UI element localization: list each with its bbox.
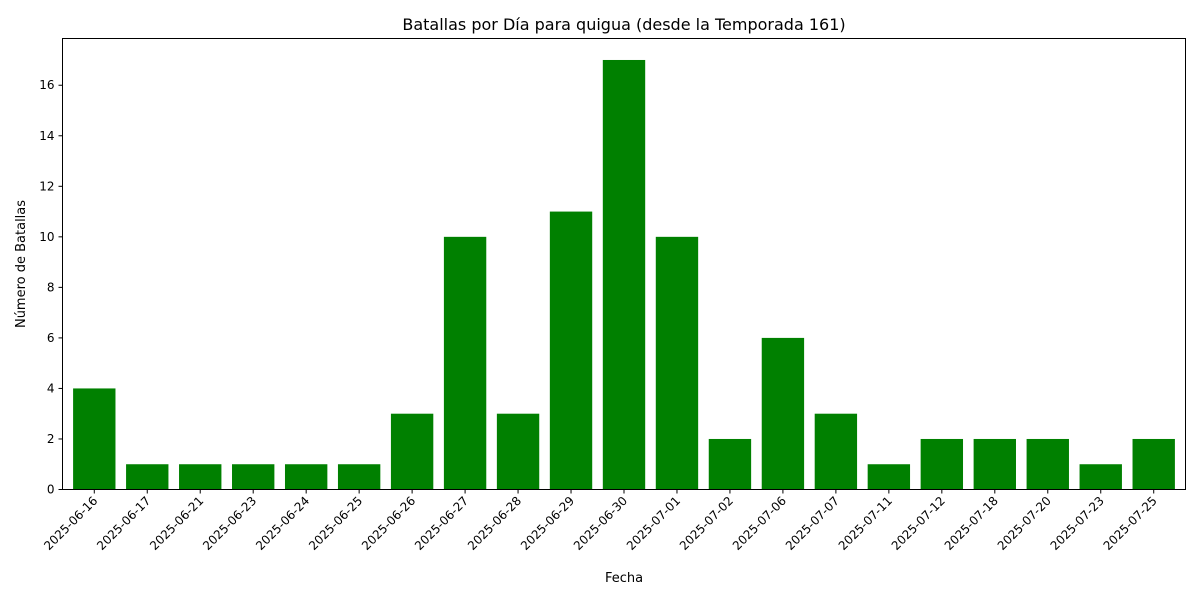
x-tick-label-2025-06-27: 2025-06-27: [412, 494, 471, 553]
x-tick-label-2025-06-24: 2025-06-24: [253, 494, 312, 553]
bar-2025-06-16: [73, 388, 116, 490]
x-tick-label-2025-07-23: 2025-07-23: [1048, 494, 1107, 553]
y-axis-label: Número de Batallas: [14, 200, 29, 328]
bar-2025-06-25: [337, 464, 381, 490]
y-tick-label-2: 2: [47, 432, 55, 446]
x-tick-label-2025-07-01: 2025-07-01: [624, 494, 683, 553]
bar-2025-07-07: [814, 413, 858, 490]
y-tick-label-8: 8: [47, 280, 55, 294]
bar-2025-06-17: [126, 464, 169, 490]
x-tick-label-2025-06-16: 2025-06-16: [41, 494, 100, 553]
x-tick-label-2025-07-20: 2025-07-20: [995, 494, 1054, 553]
y-tick-label-0: 0: [47, 483, 55, 497]
x-tick-label-2025-07-25: 2025-07-25: [1101, 494, 1160, 553]
x-tick-label-2025-07-07: 2025-07-07: [783, 494, 842, 553]
bars-group: [73, 59, 1175, 490]
bar-2025-07-20: [1026, 438, 1069, 490]
bar-2025-06-21: [179, 464, 222, 490]
bar-2025-06-28: [496, 413, 540, 490]
x-tick-label-2025-07-06: 2025-07-06: [730, 494, 789, 553]
bar-2025-07-02: [708, 438, 752, 490]
x-tick-label-2025-07-02: 2025-07-02: [677, 494, 736, 553]
bar-2025-06-30: [602, 59, 646, 490]
x-tick-label-2025-06-25: 2025-06-25: [306, 494, 365, 553]
y-tick-label-12: 12: [39, 179, 54, 193]
y-tick-label-16: 16: [39, 78, 54, 92]
y-tick-label-14: 14: [39, 129, 54, 143]
bar-2025-07-06: [761, 337, 805, 490]
y-tick-label-4: 4: [47, 381, 55, 395]
bar-2025-07-18: [973, 438, 1016, 490]
bar-2025-07-25: [1132, 438, 1175, 490]
x-tick-label-2025-06-17: 2025-06-17: [94, 494, 153, 553]
bar-2025-07-01: [655, 236, 699, 490]
bar-2025-06-27: [443, 236, 487, 490]
bar-2025-06-23: [232, 464, 275, 490]
x-tick-label-2025-06-21: 2025-06-21: [147, 494, 206, 553]
bar-2025-06-26: [390, 413, 434, 490]
chart-title: Batallas por Día para quigua (desde la T…: [402, 15, 845, 34]
x-tick-label-2025-06-26: 2025-06-26: [359, 494, 418, 553]
x-axis: 2025-06-162025-06-172025-06-212025-06-23…: [41, 489, 1160, 553]
bar-2025-06-24: [284, 464, 328, 490]
x-tick-label-2025-06-28: 2025-06-28: [465, 494, 524, 553]
x-tick-label-2025-06-30: 2025-06-30: [571, 494, 630, 553]
plot-frame: [62, 38, 1186, 490]
x-tick-label-2025-07-12: 2025-07-12: [889, 494, 948, 553]
bar-2025-07-12: [920, 438, 964, 490]
y-axis: 0 2 4 6 8 10 12 14 16: [39, 78, 63, 497]
x-tick-label-2025-06-29: 2025-06-29: [518, 494, 577, 553]
x-tick-label-2025-07-18: 2025-07-18: [942, 494, 1001, 553]
bar-2025-07-11: [867, 464, 911, 490]
y-tick-label-6: 6: [47, 331, 55, 345]
x-tick-label-2025-06-23: 2025-06-23: [200, 494, 259, 553]
bar-2025-07-23: [1079, 464, 1122, 490]
bar-2025-06-29: [549, 211, 593, 490]
x-axis-label: Fecha: [605, 571, 643, 586]
x-tick-label-2025-07-11: 2025-07-11: [836, 494, 895, 553]
y-tick-label-10: 10: [39, 230, 54, 244]
